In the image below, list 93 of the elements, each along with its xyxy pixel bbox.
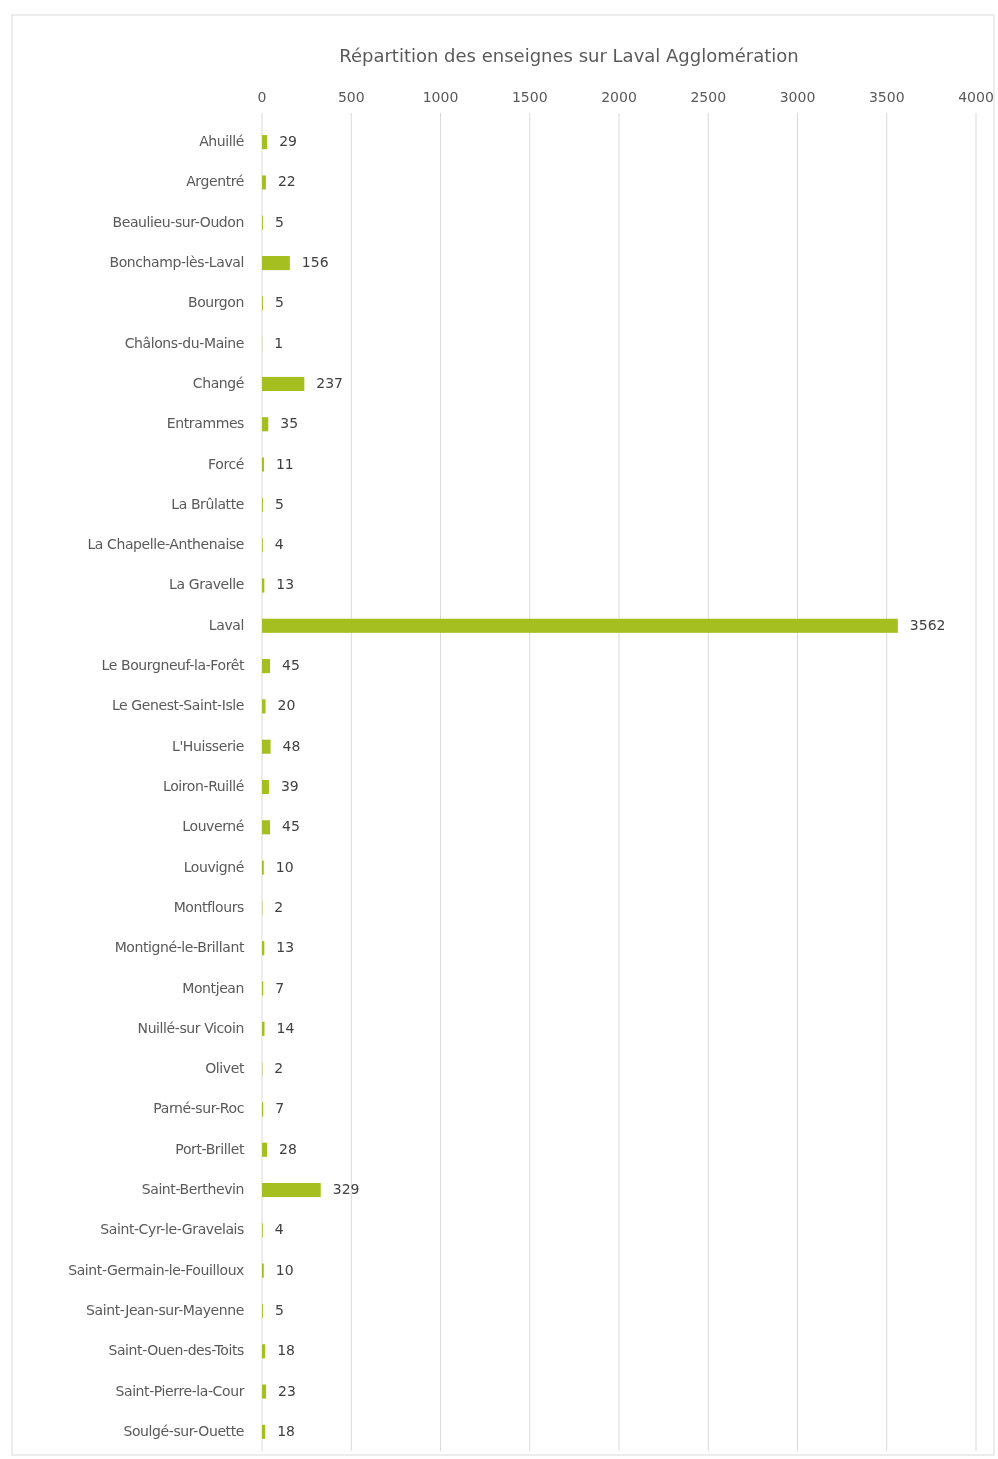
y-tick-label: Changé <box>192 374 244 391</box>
bar <box>262 256 290 271</box>
data-label: 1 <box>274 334 284 351</box>
y-tick-label: Laval <box>208 616 244 633</box>
bar <box>262 417 269 432</box>
y-tick-label: Saint-Ouen-des-Toits <box>108 1342 245 1359</box>
data-label: 35 <box>280 415 299 432</box>
bar <box>262 779 269 795</box>
data-label: 4 <box>274 1221 284 1238</box>
data-label: 7 <box>275 979 285 996</box>
data-label: 18 <box>277 1422 296 1439</box>
data-label: 156 <box>301 254 329 271</box>
y-tick-label: Montjean <box>182 979 244 996</box>
y-tick-label: Saint-Berthevin <box>141 1181 244 1198</box>
bar <box>262 175 266 190</box>
data-label: 5 <box>274 1301 284 1318</box>
y-tick-label: Montflours <box>173 898 245 915</box>
bar <box>262 699 266 714</box>
y-tick-label: Nuillé-sur Vicoin <box>137 1019 244 1036</box>
data-label: 28 <box>279 1140 297 1157</box>
x-tick-label: 1500 <box>511 89 548 105</box>
y-tick-label: La Gravelle <box>169 576 244 593</box>
data-label: 48 <box>282 737 301 754</box>
data-label: 13 <box>276 939 295 956</box>
y-tick-label: Bonchamp-lès-Laval <box>109 254 244 271</box>
x-tick-label: 2500 <box>690 89 727 105</box>
x-tick-label: 2000 <box>601 89 637 105</box>
data-label: 7 <box>275 1100 285 1117</box>
data-label: 237 <box>316 374 344 391</box>
bar <box>262 739 271 754</box>
bar <box>262 618 898 633</box>
bar <box>262 1344 266 1359</box>
y-tick-label: Ahuillé <box>199 133 244 150</box>
y-tick-label: Saint-Jean-sur-Mayenne <box>86 1301 244 1318</box>
y-tick-label: La Chapelle-Anthenaise <box>87 536 244 553</box>
data-label: 5 <box>274 213 284 230</box>
data-label: 14 <box>276 1019 295 1036</box>
y-tick-label: Argentré <box>186 173 244 190</box>
data-label: 11 <box>275 455 294 472</box>
chart-title: Répartition des enseignes sur Laval Agglomération <box>339 45 799 66</box>
data-label: 2 <box>274 898 284 915</box>
data-label: 20 <box>277 697 296 714</box>
y-tick-label: Louverné <box>182 818 244 835</box>
y-tick-label: Forcé <box>208 455 244 472</box>
data-label: 18 <box>277 1342 296 1359</box>
y-tick-label: Saint-Cyr-le-Gravelais <box>100 1221 245 1238</box>
bar <box>262 376 305 392</box>
y-tick-label: Le Bourgneuf-la-Forêt <box>101 657 245 674</box>
bar <box>262 1142 267 1157</box>
data-label: 5 <box>274 495 284 512</box>
y-tick-label: Olivet <box>205 1060 245 1077</box>
data-label: 10 <box>275 1261 294 1278</box>
y-tick-label: Châlons-du-Maine <box>124 334 244 351</box>
data-label: 3562 <box>909 616 946 633</box>
data-label: 5 <box>274 294 284 311</box>
bar <box>262 820 271 835</box>
y-tick-label: Saint-Pierre-la-Cour <box>115 1382 245 1399</box>
y-tick-label: Port-Brillet <box>175 1140 245 1157</box>
data-label: 10 <box>275 858 294 875</box>
y-tick-label: Louvigné <box>183 858 244 875</box>
y-tick-label: Saint-Germain-le-Fouilloux <box>68 1261 245 1278</box>
data-label: 29 <box>279 133 297 150</box>
bar <box>262 1384 267 1399</box>
bar <box>262 1182 321 1198</box>
data-label: 13 <box>276 576 295 593</box>
y-tick-label: Beaulieu-sur-Oudon <box>112 213 244 230</box>
y-tick-label: La Brûlatte <box>171 495 244 512</box>
x-tick-label: 0 <box>257 89 267 105</box>
data-label: 22 <box>277 173 296 190</box>
bar <box>262 578 265 593</box>
bar <box>262 659 271 674</box>
x-tick-label: 500 <box>337 89 365 105</box>
data-label: 45 <box>282 657 300 674</box>
y-tick-label: Loiron-Ruillé <box>162 778 244 794</box>
x-tick-label: 3500 <box>868 89 905 105</box>
y-tick-label: L'Huisserie <box>172 737 244 754</box>
y-tick-label: Entrammes <box>166 415 245 432</box>
y-tick-label: Le Genest-Saint-Isle <box>111 697 244 714</box>
y-tick-label: Montigné-le-Brillant <box>114 939 245 956</box>
x-tick-label: 4000 <box>958 89 994 105</box>
y-tick-label: Parné-sur-Roc <box>153 1100 244 1117</box>
data-label: 2 <box>274 1060 284 1077</box>
data-label: 329 <box>332 1181 360 1198</box>
data-label: 4 <box>274 536 284 553</box>
bar <box>262 1424 266 1439</box>
y-tick-label: Bourgon <box>187 294 244 311</box>
bar <box>262 135 268 150</box>
x-tick-label: 3000 <box>779 89 816 105</box>
data-label: 45 <box>282 818 300 835</box>
y-tick-label: Soulgé-sur-Ouette <box>123 1422 244 1439</box>
data-label: 39 <box>280 778 299 794</box>
data-label: 23 <box>278 1382 296 1399</box>
x-tick-label: 1000 <box>422 89 459 105</box>
